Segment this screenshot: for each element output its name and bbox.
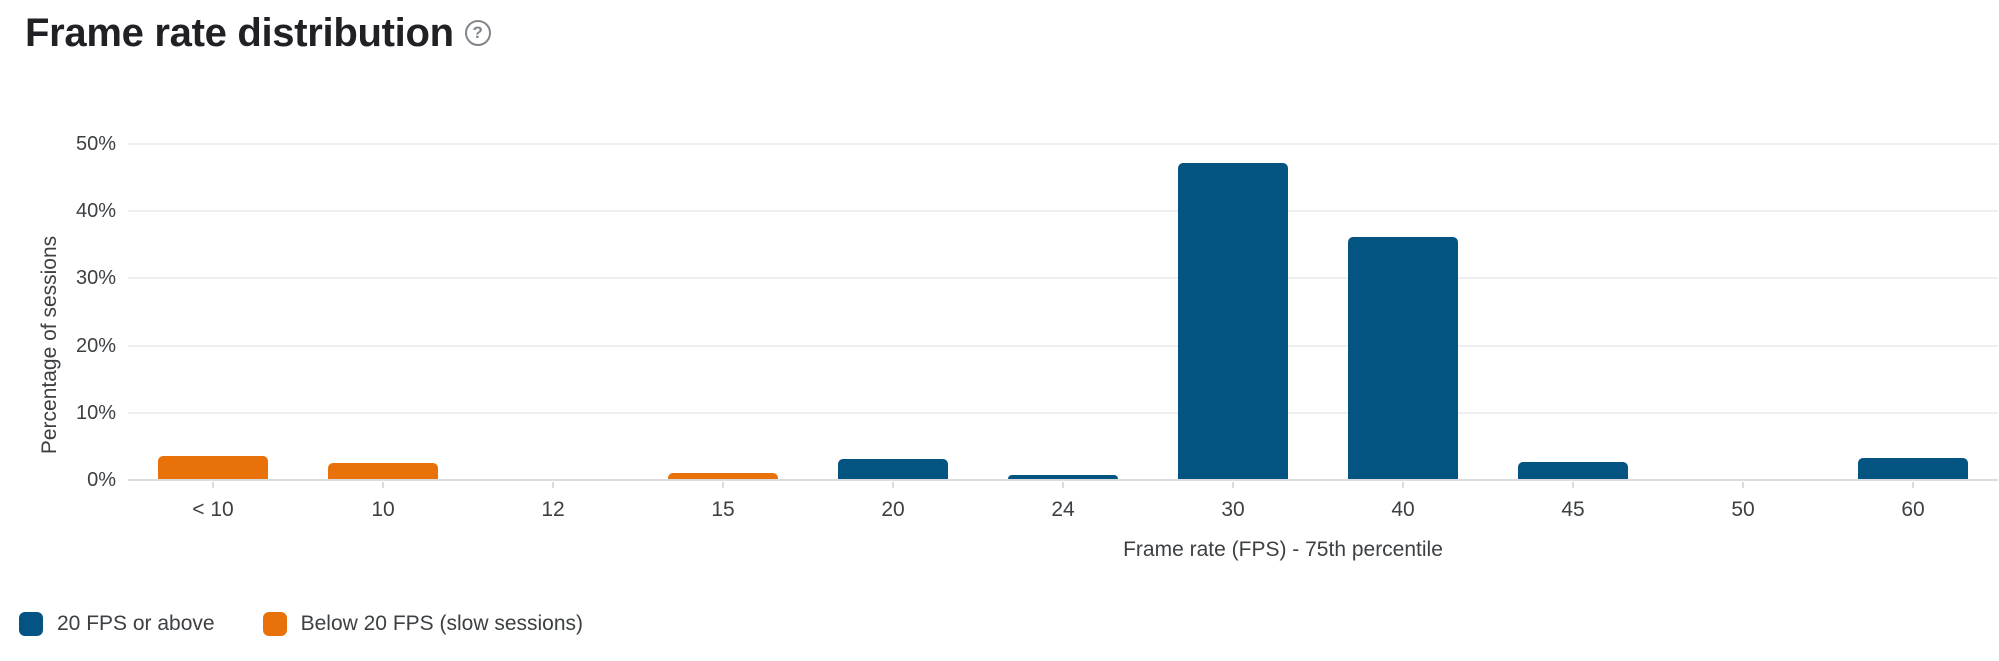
bar-24[interactable]: [1008, 475, 1118, 479]
x-tick-mark: [1742, 482, 1744, 488]
x-tick-mark: [1062, 482, 1064, 488]
y-gridline: [128, 210, 1998, 213]
x-tick-mark: [1912, 482, 1914, 488]
page-title: Frame rate distribution: [25, 11, 454, 55]
legend-label: 20 FPS or above: [57, 612, 215, 635]
x-tick-label: 40: [1391, 498, 1415, 521]
y-gridline: [128, 344, 1998, 347]
x-tick-label: 15: [711, 498, 735, 521]
x-tick-label: 60: [1901, 498, 1925, 521]
chart-header: Frame rate distribution ?: [25, 8, 491, 58]
x-tick-mark: [1402, 482, 1404, 488]
y-tick-label: 20%: [75, 334, 116, 357]
bar-40[interactable]: [1348, 237, 1458, 479]
x-tick-mark: [722, 482, 724, 488]
legend-label: Below 20 FPS (slow sessions): [300, 612, 584, 635]
y-gridline: [128, 143, 1998, 145]
bar-60[interactable]: [1858, 458, 1968, 479]
x-axis-line: [128, 479, 1998, 481]
help-icon[interactable]: ?: [464, 20, 491, 46]
x-axis-title: Frame rate (FPS) - 75th percentile: [1123, 538, 1443, 561]
plot-area: 0% 10% 20% 30% 40% 50% < 10 10 12 15 20 24 30 40 45 50 6…: [76, 100, 1998, 521]
legend-item-above-20fps: 20 FPS or above: [19, 611, 215, 637]
bar-15[interactable]: [668, 473, 778, 479]
bar-20[interactable]: [838, 459, 948, 479]
y-gridline: [128, 277, 1998, 280]
x-tick-label: 30: [1221, 498, 1245, 521]
x-tick-mark: [892, 482, 894, 488]
bar-45[interactable]: [1518, 462, 1628, 479]
x-tick-label: 12: [541, 498, 565, 521]
y-tick-label: 0%: [87, 469, 116, 491]
y-gridline: [128, 411, 1998, 414]
legend-swatch-orange: [262, 612, 287, 636]
x-tick-label: 20: [881, 498, 905, 521]
x-tick-label: 45: [1561, 498, 1585, 521]
bar-10[interactable]: [328, 463, 438, 479]
x-tick-label: < 10: [192, 498, 234, 521]
bar-<10[interactable]: [158, 456, 268, 479]
x-tick-mark: [1572, 482, 1574, 488]
y-tick-label: 40%: [75, 200, 116, 223]
x-tick-mark: [1232, 482, 1234, 488]
x-tick-mark: [552, 482, 554, 488]
bar-30[interactable]: [1178, 163, 1288, 479]
x-tick-mark: [382, 482, 384, 488]
x-tick-label: 50: [1731, 498, 1755, 521]
x-tick-mark: [212, 482, 214, 488]
y-tick-label: 30%: [75, 267, 116, 290]
legend: 20 FPS or above Below 20 FPS (slow sessi…: [19, 611, 583, 637]
legend-swatch-blue: [19, 612, 43, 636]
x-tick-label: 10: [371, 498, 395, 521]
x-tick-label: 24: [1051, 498, 1075, 521]
legend-item-below-20fps: Below 20 FPS (slow sessions): [262, 611, 584, 637]
y-tick-label: 10%: [75, 401, 116, 424]
y-tick-label: 50%: [75, 133, 116, 155]
